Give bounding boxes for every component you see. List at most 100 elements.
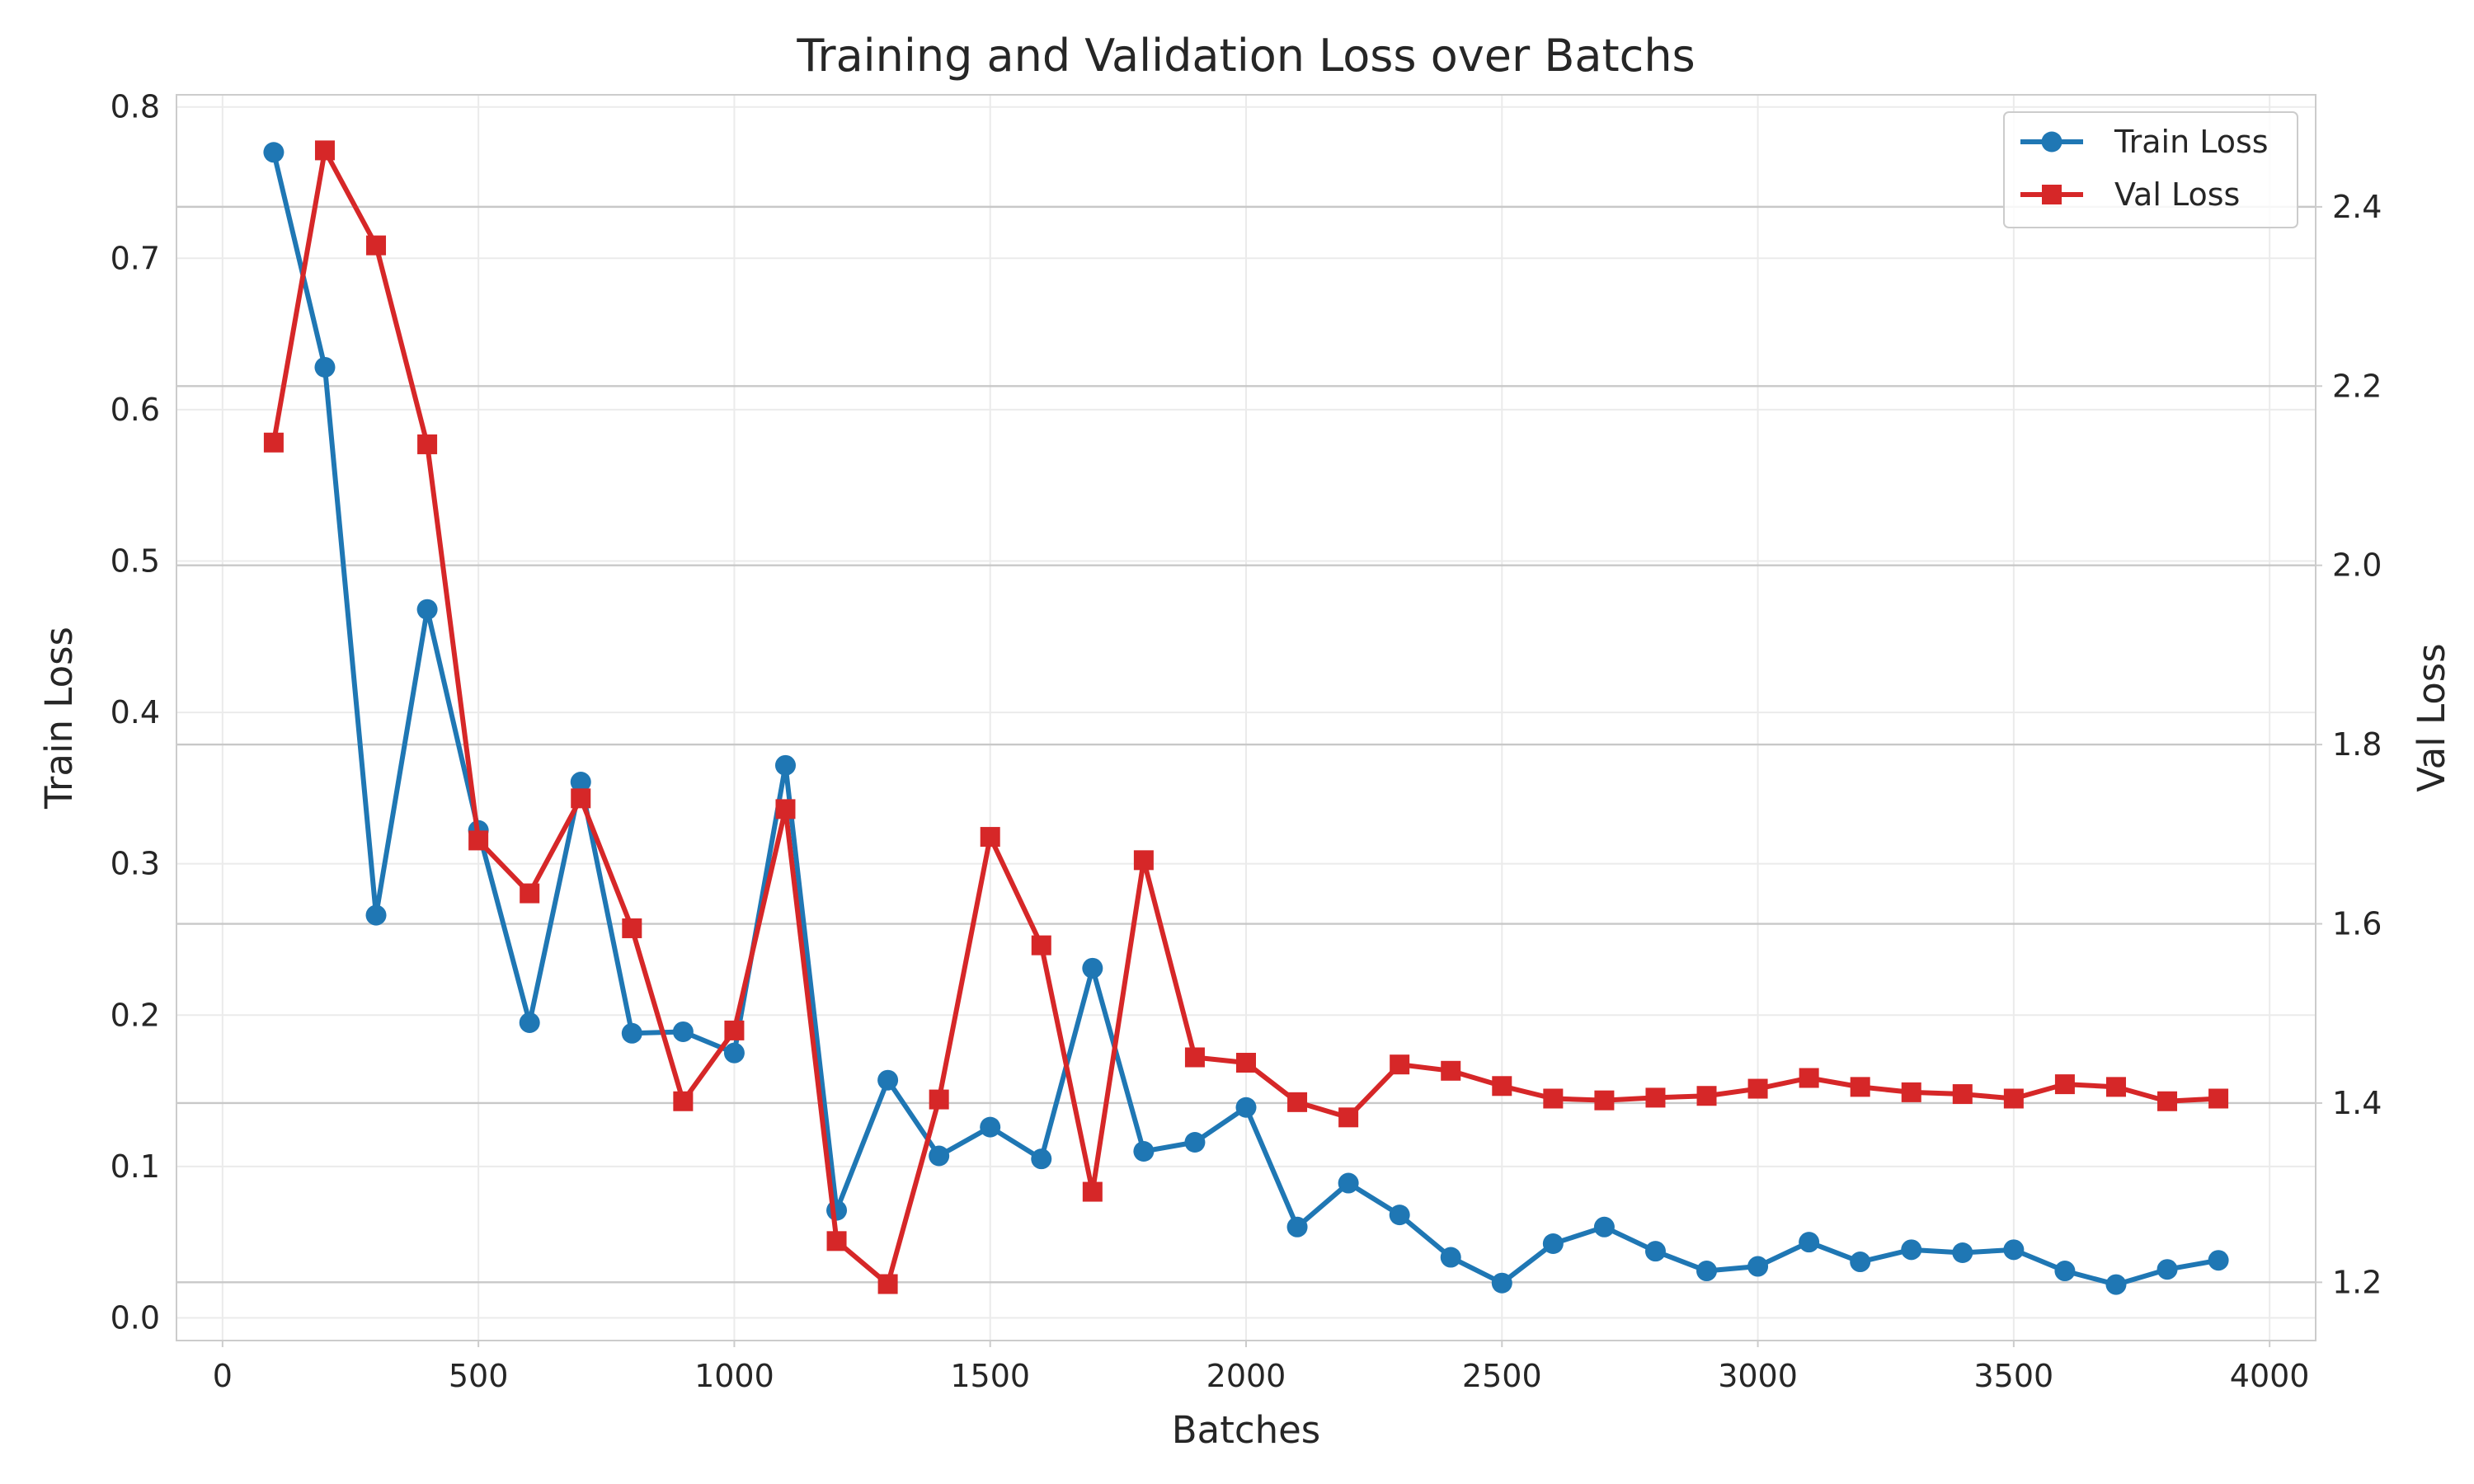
y-right-tick-label: 1.8 xyxy=(2332,726,2382,763)
series-train-loss xyxy=(263,142,2229,1295)
y-left-tick-label: 0.3 xyxy=(111,846,160,882)
tick-labels: 0 500 1000 1500 2000 2500 3000 3500 4000 0.0 0.1 0.… xyxy=(111,89,2382,1394)
data-point xyxy=(1338,1172,1359,1194)
data-point xyxy=(1492,1076,1512,1097)
data-point xyxy=(877,1069,899,1091)
data-point xyxy=(980,1116,1001,1138)
data-point xyxy=(1031,935,1051,956)
data-point xyxy=(2003,1239,2025,1261)
data-point xyxy=(723,1042,745,1064)
y-right-tick-label: 2.4 xyxy=(2332,189,2382,225)
y-left-tick-label: 0.7 xyxy=(111,240,160,276)
data-point xyxy=(2054,1074,2075,1095)
data-point xyxy=(1952,1084,1973,1105)
series-val-loss xyxy=(263,140,2229,1294)
x-tick-label: 1000 xyxy=(694,1358,774,1394)
data-point xyxy=(1441,1060,1461,1081)
data-point xyxy=(1133,1141,1155,1162)
y-right-tick-label: 2.0 xyxy=(2332,547,2382,584)
legend-label: Val Loss xyxy=(2114,176,2240,213)
legend-item: Train Loss xyxy=(2020,124,2269,160)
legend-marker xyxy=(2041,131,2062,153)
data-point xyxy=(263,432,284,453)
data-point xyxy=(1082,957,1103,979)
data-point xyxy=(1235,1097,1257,1118)
x-tick-label: 1500 xyxy=(950,1358,1030,1394)
data-point xyxy=(1901,1239,1922,1261)
data-point xyxy=(1543,1088,1564,1109)
y-right-tick-label: 1.6 xyxy=(2332,906,2382,942)
data-point xyxy=(314,356,336,378)
y-axis-left-label: Train Loss xyxy=(37,627,81,810)
data-point xyxy=(775,799,796,819)
data-point xyxy=(2208,1088,2229,1109)
data-point xyxy=(1082,1181,1103,1202)
data-point xyxy=(1389,1205,1410,1226)
data-point xyxy=(263,142,285,163)
data-point xyxy=(672,1021,694,1042)
data-point xyxy=(314,140,335,161)
data-point xyxy=(1390,1054,1410,1075)
data-point xyxy=(1799,1232,1820,1253)
grid-lines xyxy=(176,95,2316,1341)
data-point xyxy=(468,830,489,851)
data-point xyxy=(1184,1131,1206,1153)
y-left-tick-label: 0.5 xyxy=(111,542,160,579)
data-point xyxy=(1747,1256,1769,1277)
y-left-tick-label: 0.2 xyxy=(111,997,160,1033)
data-point xyxy=(2105,1077,2126,1097)
data-point xyxy=(1491,1272,1512,1294)
data-point xyxy=(929,1145,950,1167)
data-point xyxy=(1542,1233,1564,1254)
x-tick-label: 0 xyxy=(213,1358,233,1394)
x-axis-label: Batches xyxy=(1172,1408,1320,1452)
data-point xyxy=(826,1200,848,1221)
y-right-tick-label: 2.2 xyxy=(2332,368,2382,404)
data-point xyxy=(1901,1082,1921,1102)
data-point xyxy=(2054,1261,2076,1282)
data-point xyxy=(1747,1078,1768,1099)
data-point xyxy=(774,754,796,776)
data-point xyxy=(1696,1261,1718,1282)
legend-label: Train Loss xyxy=(2114,124,2269,160)
data-point xyxy=(877,1274,898,1294)
x-tick-label: 2000 xyxy=(1206,1358,1286,1394)
data-point xyxy=(1338,1107,1359,1128)
y-right-tick-label: 1.2 xyxy=(2332,1264,2382,1300)
data-point xyxy=(826,1231,847,1252)
data-point xyxy=(1440,1247,1461,1268)
y-left-tick-label: 0.8 xyxy=(111,89,160,125)
data-point xyxy=(1593,1216,1615,1237)
data-point xyxy=(570,772,591,793)
data-point xyxy=(571,788,591,809)
data-point xyxy=(673,1091,694,1111)
data-point xyxy=(621,1022,642,1044)
legend-item: Val Loss xyxy=(2020,176,2240,213)
data-point xyxy=(2105,1274,2127,1295)
data-point xyxy=(1952,1242,1973,1264)
data-point xyxy=(1799,1068,1819,1088)
data-point xyxy=(1286,1216,1308,1237)
y-left-tick-label: 0.4 xyxy=(111,694,160,730)
chart-title: Training and Validation Loss over Batchs xyxy=(796,30,1695,82)
y-right-tick-label: 1.4 xyxy=(2332,1085,2382,1121)
data-point xyxy=(1645,1087,1666,1108)
data-point xyxy=(1644,1241,1666,1262)
data-point xyxy=(416,599,438,620)
data-point xyxy=(1031,1148,1052,1170)
legend-marker xyxy=(2042,185,2062,204)
legend: Train Loss Val Loss xyxy=(2003,111,2298,228)
data-point xyxy=(1594,1090,1615,1111)
data-point xyxy=(1184,1047,1205,1068)
data-point xyxy=(980,827,1000,848)
data-point xyxy=(2157,1259,2178,1280)
y-left-tick-label: 0.0 xyxy=(111,1299,160,1336)
x-tick-label: 3500 xyxy=(1974,1358,2054,1394)
x-tick-label: 4000 xyxy=(2230,1358,2310,1394)
data-point xyxy=(1236,1053,1256,1073)
data-point xyxy=(1287,1092,1308,1112)
data-point xyxy=(366,235,387,256)
data-point xyxy=(2157,1091,2178,1111)
data-point xyxy=(1133,850,1154,871)
legend-entries: Train Loss Val Loss xyxy=(2020,124,2269,213)
